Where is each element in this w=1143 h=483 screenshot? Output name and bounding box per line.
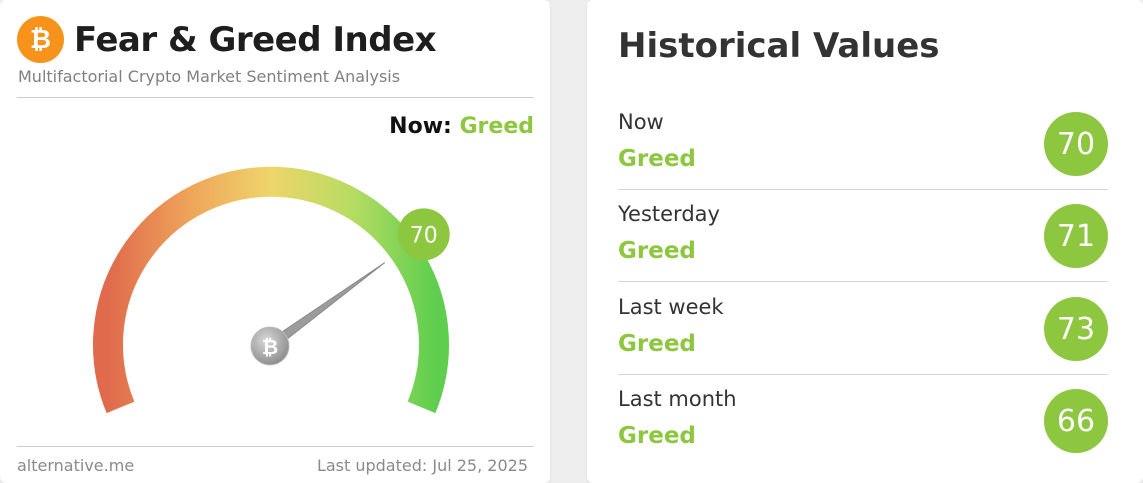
historical-values-panel: Historical Values Now Greed 70 Yesterday… (587, 0, 1143, 483)
fear-greed-widget: ₿ Fear & Greed Index Multifactorial Cryp… (0, 0, 550, 483)
divider (17, 446, 534, 447)
sentiment-gauge: ₿ 70 (93, 166, 450, 414)
history-row-now: Now Greed 70 (618, 98, 1108, 190)
period-label: Last month (618, 387, 737, 411)
history-row-last-week: Last week Greed 73 (618, 283, 1108, 375)
classification-label: Greed (618, 423, 696, 449)
source-link[interactable]: alternative.me (17, 456, 135, 475)
period-label: Last week (618, 295, 724, 319)
history-row-yesterday: Yesterday Greed 71 (618, 190, 1108, 282)
bitcoin-icon: ₿ (262, 335, 278, 359)
classification-label: Greed (618, 238, 696, 264)
value-badge: 70 (1044, 112, 1108, 176)
period-label: Now (618, 110, 664, 134)
widget-title: Fear & Greed Index (74, 19, 437, 60)
value-badge: 73 (1044, 297, 1108, 361)
panel-title: Historical Values (618, 26, 940, 66)
gauge-hub (250, 326, 290, 366)
divider (618, 189, 1108, 190)
value-badge: 66 (1044, 389, 1108, 453)
gauge-arc (93, 166, 449, 414)
history-row-last-month: Last month Greed 66 (618, 375, 1108, 467)
period-label: Yesterday (618, 202, 720, 226)
widget-subtitle: Multifactorial Crypto Market Sentiment A… (18, 67, 401, 86)
value-badge: 71 (1044, 204, 1108, 268)
divider (618, 374, 1108, 375)
gauge-value-badge (397, 208, 450, 261)
now-status: Now: Greed (389, 114, 534, 139)
divider (17, 97, 534, 98)
last-updated: Last updated: Jul 25, 2025 (316, 456, 528, 475)
gauge-value-text: 70 (410, 223, 438, 248)
now-classification: Greed (459, 114, 535, 139)
classification-label: Greed (618, 146, 696, 172)
widget-header: ₿ Fear & Greed Index (17, 16, 437, 63)
classification-label: Greed (618, 331, 696, 357)
now-label: Now: (389, 114, 452, 139)
divider (618, 281, 1108, 282)
bitcoin-icon: ₿ (17, 16, 64, 63)
